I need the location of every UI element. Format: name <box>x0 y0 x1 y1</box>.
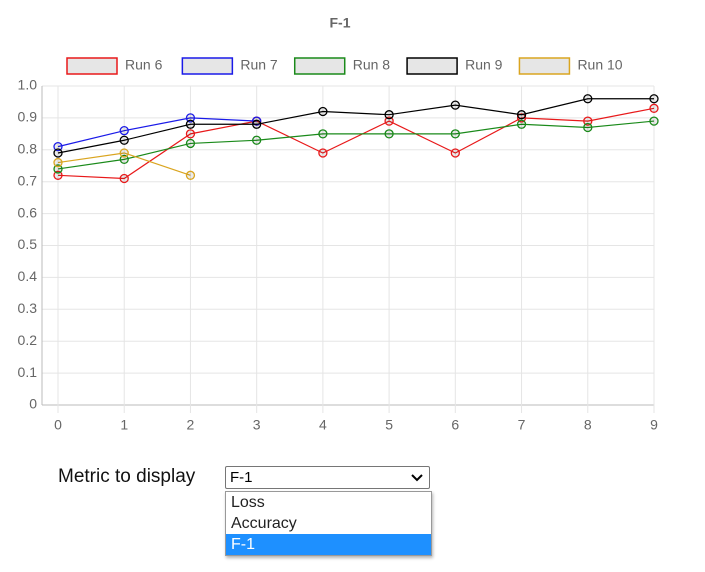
y-tick-label: 0.2 <box>18 332 38 348</box>
x-tick-label: 5 <box>385 417 393 433</box>
data-point <box>185 113 196 123</box>
control-label: Metric to display <box>58 466 196 487</box>
y-tick-label: 0.7 <box>18 172 38 188</box>
data-point <box>53 148 63 158</box>
x-tick-label: 4 <box>319 417 327 433</box>
data-point <box>252 116 262 126</box>
legend-swatch <box>181 57 234 75</box>
x-tick-label: 3 <box>253 417 261 433</box>
data-point <box>583 122 593 133</box>
series-line <box>57 152 191 176</box>
data-point <box>252 135 262 145</box>
y-tick-label: 0.8 <box>18 141 38 157</box>
legend-swatch <box>518 57 571 75</box>
y-tick-label: 0.9 <box>18 109 38 125</box>
data-point <box>119 173 129 184</box>
dropdown-option[interactable]: F-1 <box>226 534 431 555</box>
x-tick-label: 6 <box>451 417 459 433</box>
selected-value: F-1 <box>230 469 253 486</box>
data-point <box>384 110 394 120</box>
legend-swatch <box>66 57 118 75</box>
series-line <box>57 117 257 148</box>
y-tick-label: 0.5 <box>18 236 38 252</box>
x-tick-label: 2 <box>187 417 195 433</box>
data-point <box>516 110 527 120</box>
data-point <box>583 116 593 126</box>
legend-label: Run 10 <box>577 57 622 73</box>
data-point <box>516 119 527 129</box>
series-line <box>57 107 655 180</box>
data-point <box>450 148 460 158</box>
data-point <box>318 148 328 158</box>
x-tick-label: 9 <box>650 417 658 433</box>
dropdown-option[interactable]: Loss <box>231 494 265 511</box>
data-point <box>119 154 129 165</box>
x-tick-label: 8 <box>584 417 592 433</box>
data-point <box>53 141 63 152</box>
chart: F-1 0 0.1 0.2 0.3 0.4 0.5 0.6 0.7 0.8 0.9 1.0 0 1 2 3 4… <box>18 15 659 433</box>
legend-swatch <box>406 57 458 75</box>
series-line <box>57 98 654 154</box>
legend-label: Run 6 <box>125 57 163 73</box>
metric-select[interactable]: F-1 <box>225 466 430 489</box>
y-tick-label: 0.6 <box>18 204 38 220</box>
data-point <box>119 135 129 145</box>
series-line <box>57 120 655 170</box>
data-point <box>53 164 63 174</box>
data-point <box>318 106 328 117</box>
y-tick-label: 0.4 <box>18 268 38 284</box>
data-point <box>384 129 394 139</box>
data-point <box>185 129 196 139</box>
dropdown-list: Loss Accuracy F-1 <box>225 491 432 556</box>
x-tick-label: 7 <box>518 417 526 433</box>
data-point <box>53 157 63 168</box>
x-tick-label: 0 <box>54 417 62 433</box>
data-point <box>516 113 527 123</box>
data-point <box>318 129 328 139</box>
dropdown-arrow <box>411 474 423 482</box>
data-point <box>185 170 196 180</box>
legend-label: Run 9 <box>465 57 503 73</box>
data-point <box>583 94 593 104</box>
data-point <box>649 94 659 104</box>
legend-swatch <box>293 57 346 75</box>
data-point <box>53 170 63 180</box>
dropdown-option[interactable]: Accuracy <box>231 515 297 532</box>
data-point <box>119 148 129 158</box>
y-tick-label: 0.1 <box>18 364 38 380</box>
chart-title: F-1 <box>330 15 351 31</box>
data-point <box>450 100 460 110</box>
data-point <box>450 129 460 139</box>
data-point <box>252 119 262 129</box>
y-tick-label: 0 <box>29 396 37 412</box>
legend-label: Run 7 <box>240 57 278 73</box>
data-point <box>649 116 659 126</box>
y-tick-label: 0.3 <box>18 300 38 316</box>
y-tick-label: 1.0 <box>18 77 38 93</box>
data-point <box>119 126 129 136</box>
data-point <box>185 138 196 149</box>
x-tick-label: 1 <box>120 417 128 433</box>
legend-label: Run 8 <box>353 57 391 73</box>
data-point <box>649 103 659 113</box>
data-point <box>384 116 394 126</box>
data-point <box>185 119 196 129</box>
